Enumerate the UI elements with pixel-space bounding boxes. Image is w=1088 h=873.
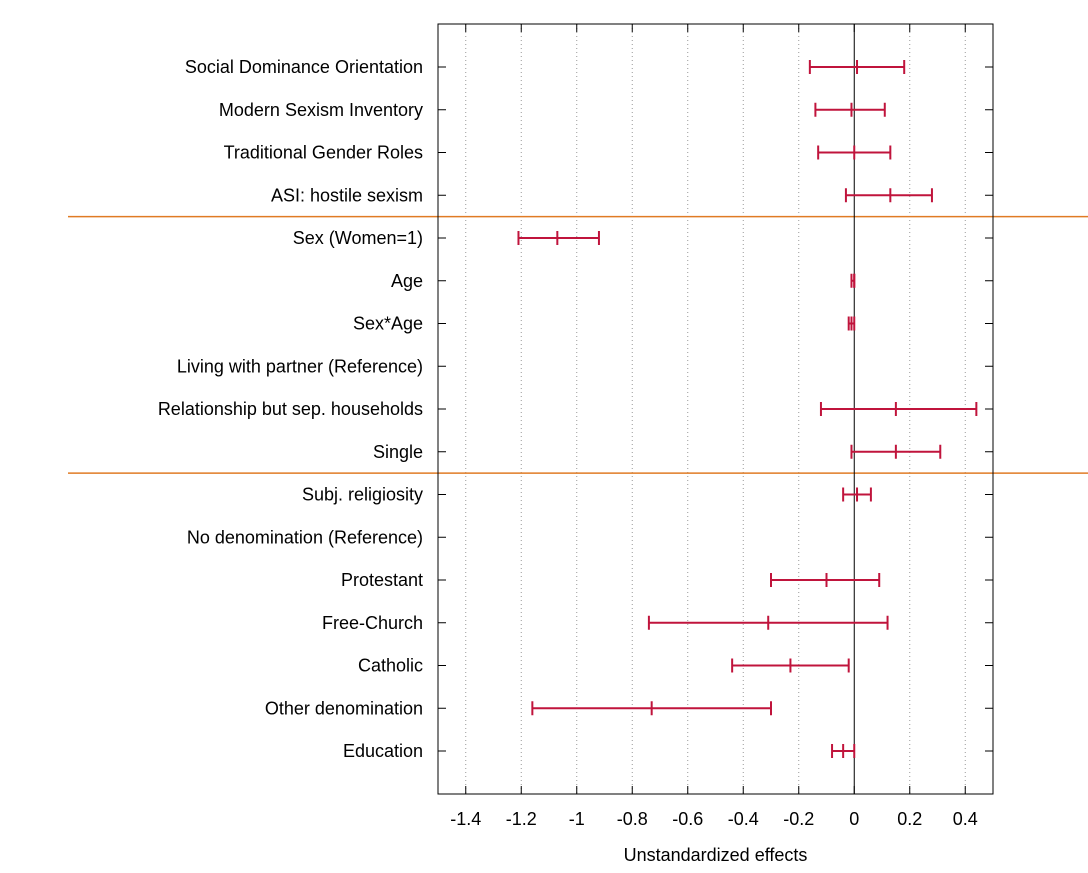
row-label: Age	[391, 271, 423, 291]
confidence-intervals	[517, 60, 978, 758]
ci-interval	[850, 273, 856, 288]
ci-interval	[814, 102, 886, 117]
row-label: Single	[373, 442, 423, 462]
ci-interval	[808, 60, 906, 74]
row-label: Protestant	[341, 570, 423, 590]
ci-interval	[647, 615, 889, 630]
row-label: Relationship but sep. households	[158, 399, 423, 419]
x-tick-label: -0.8	[617, 809, 648, 829]
ci-interval	[817, 145, 892, 160]
ci-interval	[819, 402, 978, 416]
row-label: Traditional Gender Roles	[224, 143, 423, 163]
x-tick-label: -0.4	[728, 809, 759, 829]
ci-interval	[731, 658, 850, 673]
x-tick-label: -1	[569, 809, 585, 829]
x-tick-label: -1.4	[450, 809, 481, 829]
x-tick-label: 0.2	[897, 809, 922, 829]
x-axis-ticks: -1.4 -1.2 -1 -0.8 -0.6 -0.4 -0.2 0 0.2 0.4	[450, 24, 978, 829]
group-separators	[68, 215, 1088, 474]
ci-interval	[770, 573, 881, 587]
row-label: Catholic	[358, 656, 423, 676]
ci-interval	[844, 188, 933, 203]
row-label: Modern Sexism Inventory	[219, 100, 423, 120]
row-label: Other denomination	[265, 698, 423, 718]
x-tick-label: 0	[849, 809, 859, 829]
ci-interval	[831, 744, 856, 758]
ci-interval	[531, 701, 772, 716]
x-tick-label: -0.6	[672, 809, 703, 829]
row-label: No denomination (Reference)	[187, 527, 423, 547]
row-label: Sex (Women=1)	[293, 228, 423, 248]
row-label: Sex*Age	[353, 314, 423, 334]
row-label: Social Dominance Orientation	[185, 57, 423, 77]
row-label: Subj. religiosity	[302, 485, 423, 505]
row-label: ASI: hostile sexism	[271, 185, 423, 205]
x-tick-label: -1.2	[506, 809, 537, 829]
ci-interval	[850, 444, 942, 459]
x-tick-label: -0.2	[783, 809, 814, 829]
ci-interval	[847, 316, 856, 331]
row-label: Education	[343, 741, 423, 761]
ci-interval	[842, 487, 872, 502]
x-axis-title: Unstandardized effects	[624, 845, 808, 865]
row-label: Living with partner (Reference)	[177, 356, 423, 376]
ci-interval	[517, 231, 600, 245]
row-label: Free-Church	[322, 613, 423, 633]
x-tick-label: 0.4	[953, 809, 978, 829]
row-labels: Social Dominance Orientation Modern Sexis…	[158, 57, 423, 761]
y-tick-marks	[438, 66, 993, 752]
